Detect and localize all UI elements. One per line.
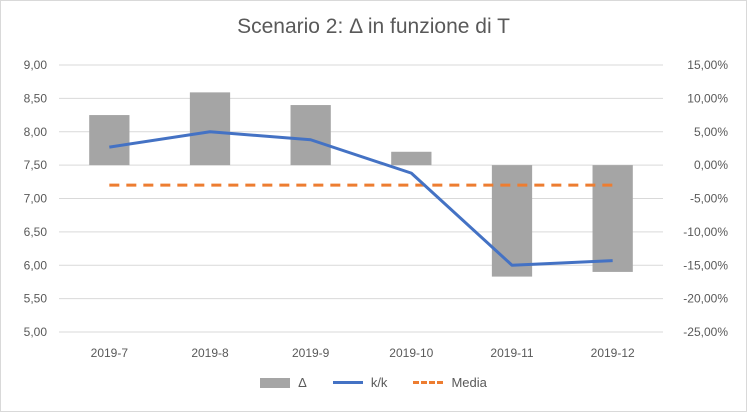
chart-title: Scenario 2: Δ in funzione di T: [237, 15, 510, 38]
y-right-tick-label: -20,00%: [683, 292, 728, 306]
x-tick-label: 2019-8: [191, 346, 229, 360]
y-right-tick-label: 5,00%: [694, 125, 728, 139]
y-right-tick-label: 0,00%: [694, 158, 728, 172]
legend-item-delta: Δ: [260, 375, 307, 390]
y-left-tick-label: 5,50: [24, 292, 48, 306]
x-tick-label: 2019-12: [591, 346, 635, 360]
bar-delta: [89, 115, 130, 166]
y-right-tick-label: -25,00%: [683, 325, 728, 339]
legend-label-media: Media: [451, 375, 487, 390]
chart-legend: Δ k/k Media: [1, 375, 746, 390]
x-tick-label: 2019-11: [490, 346, 533, 360]
legend-swatch-kk: [332, 381, 363, 384]
y-right-tick-label: 10,00%: [687, 91, 728, 105]
y-left-tick-label: 8,00: [24, 125, 48, 139]
x-tick-label: 2019-9: [292, 346, 330, 360]
x-tick-label: 2019-10: [389, 346, 433, 360]
bar-delta: [491, 165, 533, 277]
y-left-tick-label: 7,50: [24, 158, 48, 172]
y-left-tick-label: 5,00: [24, 325, 48, 339]
legend-label-delta: Δ: [298, 375, 307, 390]
legend-item-kk: k/k: [332, 375, 388, 390]
bar-delta: [290, 105, 331, 166]
y-left-tick-label: 8,50: [24, 91, 48, 105]
legend-label-kk: k/k: [370, 375, 388, 390]
bar-delta: [189, 92, 231, 166]
y-right-tick-label: -10,00%: [683, 225, 728, 239]
legend-swatch-media: [413, 381, 444, 384]
y-left-tick-label: 7,00: [24, 192, 48, 206]
x-tick-label: 2019-7: [91, 346, 129, 360]
y-right-tick-label: -5,00%: [690, 192, 728, 206]
legend-item-media: Media: [413, 375, 487, 390]
legend-swatch-delta: [260, 377, 291, 388]
y-left-tick-label: 6,50: [24, 225, 48, 239]
bar-delta: [391, 151, 432, 166]
series-line-kk: [109, 130, 613, 267]
y-left-tick-label: 6,00: [24, 258, 48, 272]
y-right-tick-label: -15,00%: [683, 258, 728, 272]
bar-delta: [592, 165, 633, 272]
y-left-tick-label: 9,00: [24, 58, 48, 72]
y-right-tick-label: 15,00%: [687, 58, 728, 72]
